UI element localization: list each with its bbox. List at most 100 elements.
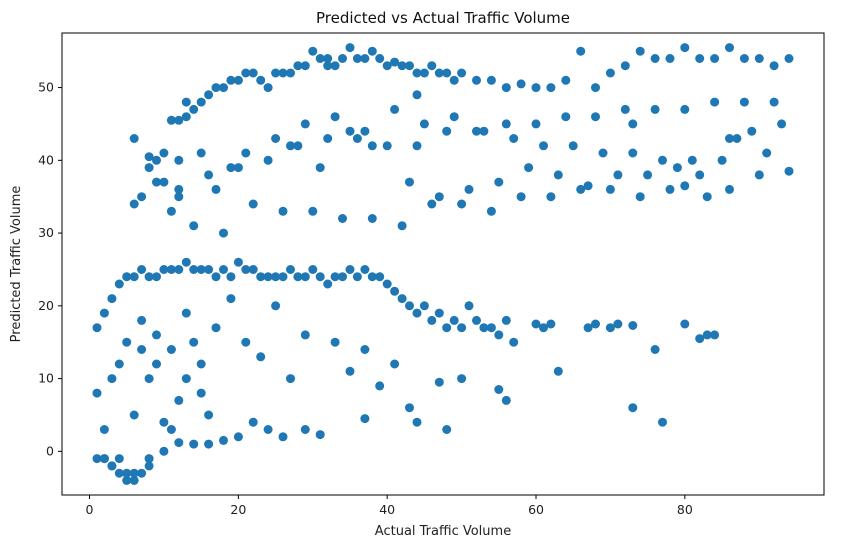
data-point <box>405 177 414 187</box>
data-point <box>144 152 154 162</box>
data-point <box>457 68 467 78</box>
data-point <box>427 199 437 209</box>
data-point <box>442 323 452 333</box>
data-point <box>122 272 132 282</box>
data-point <box>256 352 266 362</box>
data-point <box>531 119 541 129</box>
data-point <box>211 323 221 333</box>
data-point <box>583 181 593 191</box>
data-point <box>442 68 452 78</box>
data-point <box>650 345 660 354</box>
data-point <box>293 61 303 71</box>
data-point <box>360 265 370 274</box>
data-point <box>286 265 295 274</box>
data-point <box>739 97 749 107</box>
data-point <box>99 308 109 318</box>
data-point <box>553 366 563 376</box>
data-point <box>211 83 221 93</box>
data-point <box>233 75 243 85</box>
data-point <box>278 272 288 282</box>
data-point <box>330 337 340 347</box>
data-point <box>166 206 176 216</box>
data-point <box>367 46 377 56</box>
data-point <box>434 377 444 387</box>
data-point <box>159 265 169 274</box>
data-point <box>293 272 303 282</box>
data-point <box>159 148 169 158</box>
data-point <box>442 425 452 434</box>
data-point <box>680 319 690 329</box>
data-point <box>591 83 600 93</box>
data-point <box>390 286 400 296</box>
data-point <box>382 61 392 71</box>
data-point <box>196 388 206 398</box>
data-point <box>494 330 504 340</box>
data-point <box>419 119 429 129</box>
data-point <box>725 134 734 143</box>
data-point <box>256 272 266 282</box>
data-point <box>137 468 147 478</box>
data-point <box>412 90 422 100</box>
data-point <box>144 374 154 384</box>
data-point <box>196 97 206 107</box>
data-point <box>725 184 734 194</box>
data-point <box>152 177 161 187</box>
data-point <box>605 184 615 194</box>
data-point <box>509 337 519 347</box>
data-point <box>710 330 720 340</box>
data-point <box>583 323 593 333</box>
data-point <box>628 119 638 129</box>
y-tick-label: 10 <box>38 371 54 386</box>
data-point <box>687 155 697 165</box>
data-point <box>189 265 199 274</box>
data-point <box>219 83 228 93</box>
data-point <box>122 475 132 485</box>
data-point <box>137 345 147 354</box>
data-point <box>174 155 184 165</box>
data-point <box>531 83 541 93</box>
data-point <box>717 155 727 165</box>
data-point <box>196 148 206 158</box>
data-point <box>152 359 161 369</box>
data-point <box>286 141 295 151</box>
y-tick-label: 30 <box>38 225 54 240</box>
data-point <box>323 134 333 143</box>
data-point <box>189 221 199 231</box>
data-point <box>345 366 355 376</box>
data-point <box>419 301 429 311</box>
data-point <box>658 417 667 427</box>
y-tick-label: 50 <box>38 80 54 95</box>
data-point <box>330 112 340 122</box>
data-point <box>613 319 623 329</box>
data-point <box>397 294 407 304</box>
data-point <box>181 97 191 107</box>
data-point <box>248 68 258 78</box>
data-point <box>189 337 199 347</box>
data-point <box>360 126 370 136</box>
data-point <box>181 112 191 122</box>
data-point <box>300 61 310 71</box>
data-point <box>271 68 281 78</box>
data-point <box>553 170 563 180</box>
data-point <box>308 206 318 216</box>
data-point <box>286 68 295 78</box>
data-point <box>434 68 444 78</box>
data-point <box>397 61 407 71</box>
data-point <box>263 83 273 93</box>
data-point <box>271 301 281 311</box>
data-point <box>375 54 385 63</box>
data-point <box>784 166 794 176</box>
data-point <box>516 79 526 89</box>
data-point <box>129 272 139 282</box>
data-point <box>442 126 452 136</box>
data-point <box>345 126 355 136</box>
data-point <box>568 141 578 151</box>
data-point <box>166 425 176 434</box>
chart-title: Predicted vs Actual Traffic Volume <box>316 9 570 27</box>
data-point <box>702 192 712 202</box>
data-point <box>114 359 124 369</box>
y-tick-label: 20 <box>38 298 54 313</box>
data-point <box>427 315 437 325</box>
data-point <box>286 374 295 384</box>
